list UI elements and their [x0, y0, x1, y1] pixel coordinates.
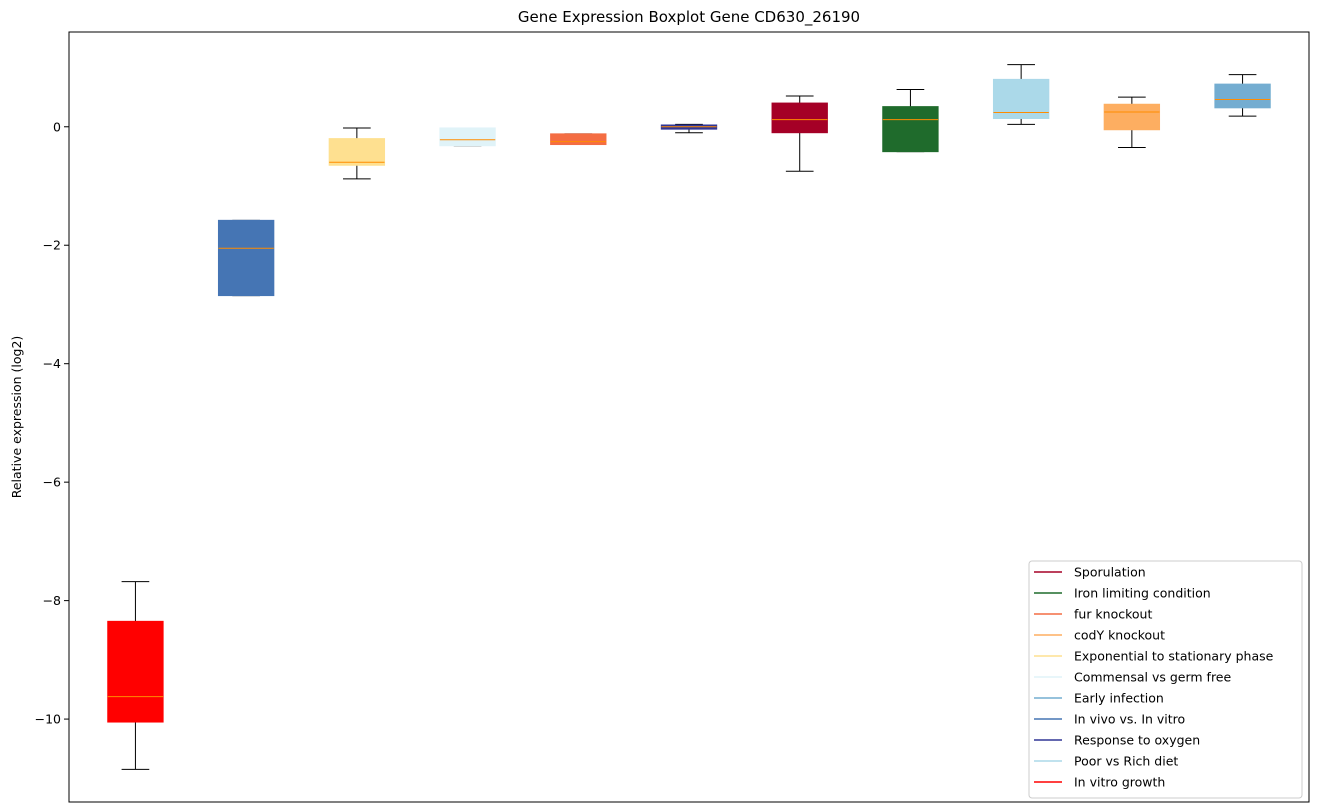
chart-title: Gene Expression Boxplot Gene CD630_26190	[518, 8, 860, 27]
box-exponential-to-stationary-phase	[328, 127, 386, 180]
plot-frame	[68, 31, 1310, 803]
legend-entry: codY knockout	[1034, 628, 1165, 643]
box-iqr	[439, 127, 496, 147]
box-iqr	[771, 102, 828, 134]
plot-area	[107, 64, 1271, 770]
box-iqr	[328, 138, 386, 166]
box-early-infection	[1214, 74, 1271, 117]
legend-entry: In vitro growth	[1034, 775, 1165, 790]
box-iqr	[992, 78, 1050, 119]
legend-label: Response to oxygen	[1074, 733, 1200, 748]
box-sporulation	[771, 95, 828, 172]
box-iqr	[882, 106, 939, 153]
y-tick-label: −4	[43, 356, 61, 371]
legend-entry: In vivo vs. In vitro	[1034, 712, 1185, 727]
y-axis: 0 −2 −4 −6 −8 −10	[35, 119, 69, 727]
legend-entry: Commensal vs germ free	[1034, 670, 1231, 685]
legend-label: Poor vs Rich diet	[1074, 754, 1178, 769]
box-response-to-oxygen	[660, 123, 718, 134]
legend-entry: Sporulation	[1034, 565, 1146, 580]
legend-label: Exponential to stationary phase	[1074, 649, 1274, 664]
legend-label: Commensal vs germ free	[1074, 670, 1231, 685]
box-in-vitro-growth	[107, 581, 164, 770]
legend-label: Iron limiting condition	[1074, 586, 1211, 601]
y-tick-label: −6	[43, 475, 61, 490]
box-iqr	[1103, 103, 1161, 131]
box-poor-vs-rich-diet	[992, 64, 1050, 125]
legend-label: codY knockout	[1074, 628, 1165, 643]
legend-entry: Early infection	[1034, 691, 1164, 706]
legend-entry: Exponential to stationary phase	[1034, 649, 1274, 664]
box-cody-knockout	[1103, 96, 1161, 148]
legend-frame	[1028, 560, 1303, 799]
y-tick-label: 0	[53, 119, 61, 134]
box-commensal-vs-germ-free	[439, 127, 496, 147]
legend-entry: fur knockout	[1034, 607, 1152, 622]
box-iron-limiting-condition	[882, 88, 939, 153]
legend-entry: Poor vs Rich diet	[1034, 754, 1178, 769]
legend-entry: Iron limiting condition	[1034, 586, 1211, 601]
legend: Sporulation Iron limiting condition fur kn…	[1028, 560, 1303, 799]
box-fur-knockout	[550, 133, 607, 146]
legend-entry: Response to oxygen	[1034, 733, 1200, 748]
legend-label: In vivo vs. In vitro	[1074, 712, 1185, 727]
box-iqr	[107, 620, 164, 723]
legend-label: In vitro growth	[1074, 775, 1165, 790]
y-tick-label: −10	[35, 712, 61, 727]
box-iqr	[1214, 83, 1271, 109]
box-iqr	[217, 219, 275, 297]
box-iqr	[550, 133, 607, 146]
box-in-vivo-vs-in-vitro	[217, 219, 275, 297]
y-tick-label: −8	[43, 593, 61, 608]
legend-label: Early infection	[1074, 691, 1164, 706]
legend-label: Sporulation	[1074, 565, 1146, 580]
legend-label: fur knockout	[1074, 607, 1152, 622]
y-tick-label: −2	[43, 238, 61, 253]
y-axis-label: Relative expression (log2)	[9, 336, 24, 499]
